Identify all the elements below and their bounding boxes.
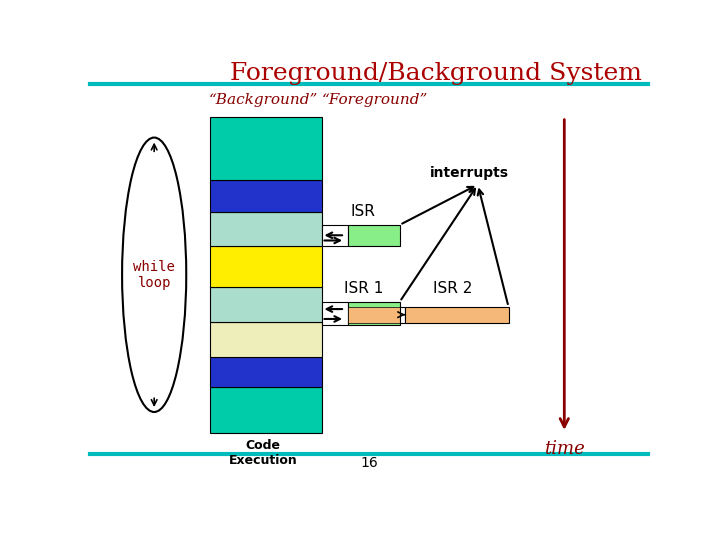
Bar xyxy=(210,287,322,322)
Bar xyxy=(348,225,400,246)
Text: ISR 2: ISR 2 xyxy=(433,281,472,295)
Bar xyxy=(322,302,348,325)
Bar xyxy=(405,307,508,322)
Bar xyxy=(210,387,322,433)
Bar xyxy=(210,180,322,212)
Text: 16: 16 xyxy=(360,456,378,470)
Bar xyxy=(348,302,400,325)
Text: time: time xyxy=(544,441,585,458)
Text: ISR: ISR xyxy=(351,204,376,219)
Text: Foreground/Background System: Foreground/Background System xyxy=(230,63,642,85)
Text: “Background”: “Background” xyxy=(208,93,318,107)
Bar xyxy=(210,357,322,387)
Text: interrupts: interrupts xyxy=(430,166,509,180)
Bar xyxy=(210,212,322,246)
Text: “Foreground”: “Foreground” xyxy=(321,93,428,107)
Bar xyxy=(400,307,405,322)
Bar xyxy=(210,246,322,287)
Text: Code
Execution: Code Execution xyxy=(229,439,297,467)
Text: while
loop: while loop xyxy=(133,260,175,290)
Text: ISR 1: ISR 1 xyxy=(343,281,383,295)
Bar xyxy=(210,117,322,180)
Bar xyxy=(322,225,348,246)
Bar xyxy=(210,322,322,357)
Bar xyxy=(348,307,400,322)
